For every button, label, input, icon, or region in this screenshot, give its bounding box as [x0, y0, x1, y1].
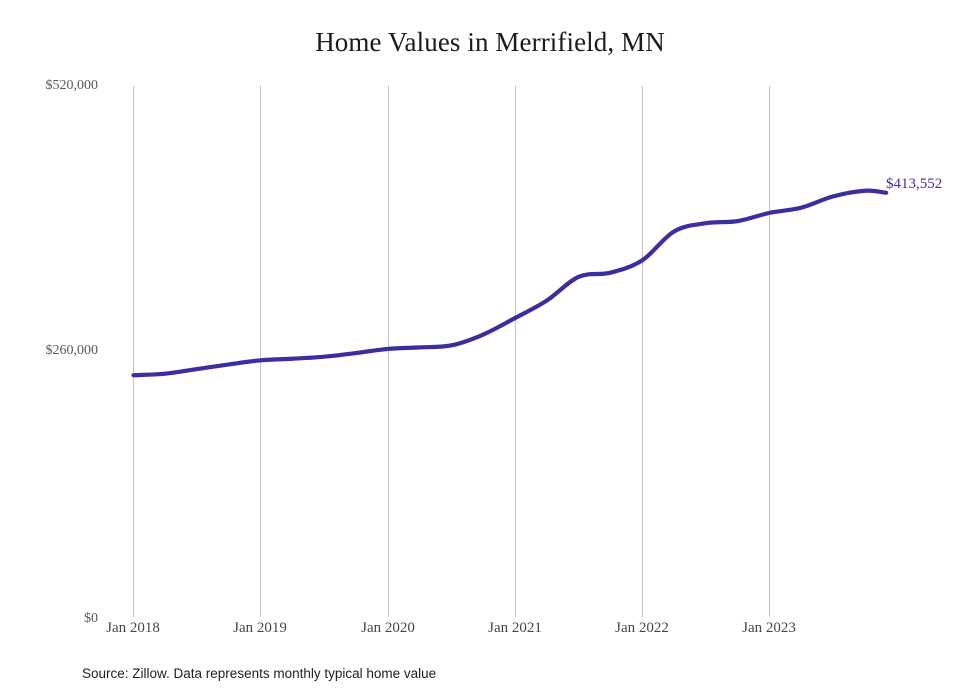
- gridlines: [133, 86, 770, 617]
- series-end-value-label: $413,552: [886, 176, 943, 192]
- source-note: Source: Zillow. Data represents monthly …: [82, 666, 437, 681]
- x-axis-tick-label-jan-2023: Jan 2023: [742, 620, 796, 636]
- y-axis-tick-label-260000: $260,000: [45, 343, 99, 358]
- x-axis-tick-label-jan-2018: Jan 2018: [106, 620, 160, 636]
- series-line-typical-home-value: [131, 188, 889, 378]
- chart-title: Home Values in Merrifield, MN: [315, 27, 665, 57]
- x-axis-tick-label-jan-2019: Jan 2019: [233, 620, 287, 636]
- x-axis-tick-label-jan-2020: Jan 2020: [361, 620, 415, 636]
- y-axis-tick-label-0: $0: [84, 611, 98, 626]
- x-axis-tick-label-jan-2022: Jan 2022: [615, 620, 669, 636]
- x-axis-tick-label-jan-2021: Jan 2021: [488, 620, 542, 636]
- y-axis-tick-label-520000: $520,000: [45, 78, 99, 93]
